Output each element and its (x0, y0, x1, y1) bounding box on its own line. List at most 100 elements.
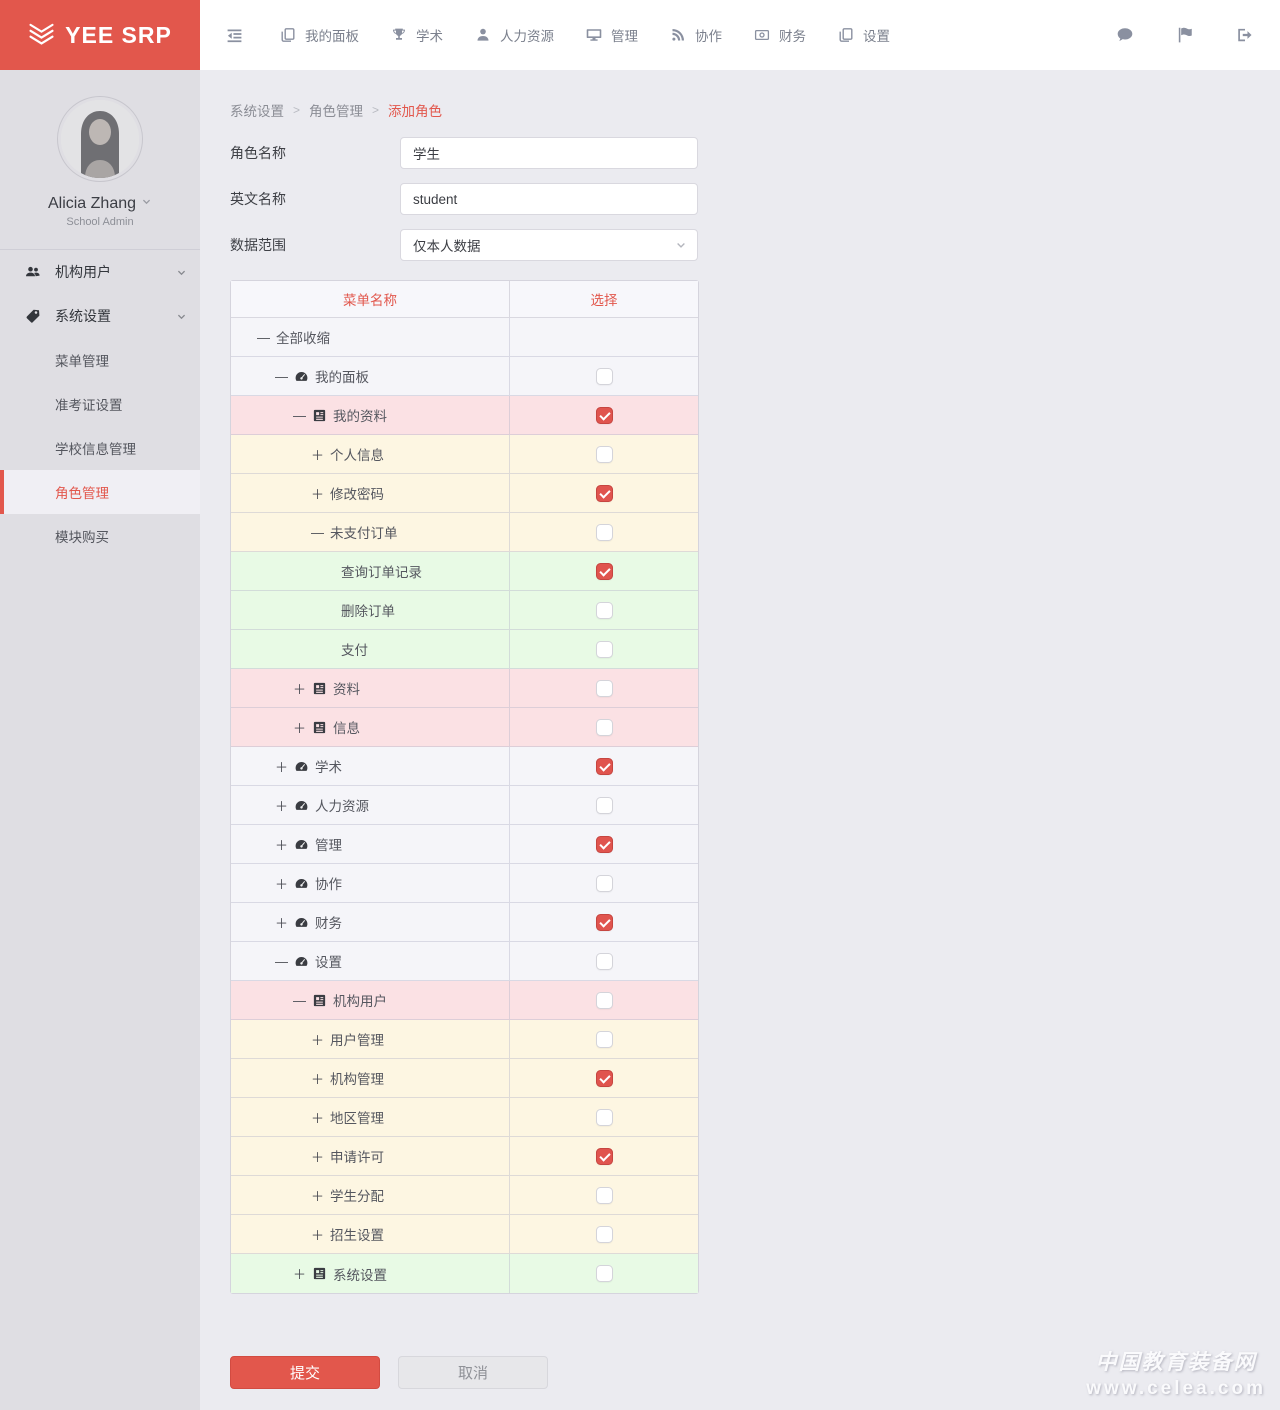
breadcrumb-item[interactable]: 系统设置 (230, 104, 284, 119)
sidebar-item-label: 模块购买 (55, 530, 109, 545)
nav-item-hr[interactable]: 人力资源 (475, 25, 554, 45)
menu-tree-node[interactable]: ＋ 财务 (231, 903, 510, 941)
tree-toggle-glyph: ＋ (275, 798, 289, 814)
nav-item-settings[interactable]: 设置 (838, 25, 890, 45)
tree-toggle-glyph: — (275, 953, 288, 969)
menu-tree-node[interactable]: ＋ 信息 (231, 708, 510, 746)
sidebar-menu: 机构用户 系统设置 菜单管理 准考证设置 学校信息管理 角色管理模块购买 (0, 250, 200, 558)
menu-tree-node[interactable]: ＋ 学生分配 (231, 1176, 510, 1214)
menu-node-label: 学术 (315, 760, 343, 775)
menu-tree-node[interactable]: — 全部收缩 (231, 318, 510, 356)
row-checkbox[interactable] (595, 1030, 613, 1048)
nav-item-dashboard[interactable]: 我的面板 (280, 25, 359, 45)
menu-tree-node[interactable]: — 我的资料 (231, 396, 510, 434)
row-checkbox[interactable] (595, 640, 613, 658)
sidebar-item-module-purchase[interactable]: 模块购买 (0, 514, 200, 558)
flag-icon[interactable] (1176, 26, 1194, 44)
menu-tree-node[interactable]: ＋ 学术 (231, 747, 510, 785)
menu-tree-node[interactable]: ＋ 系统设置 (231, 1254, 510, 1293)
nav-item-management[interactable]: 管理 (586, 25, 638, 45)
table-row: ＋ 机构管理 (231, 1059, 698, 1098)
menu-tree-node[interactable]: — 机构用户 (231, 981, 510, 1019)
app-logo[interactable]: YEE SRP (0, 0, 200, 70)
cancel-button[interactable]: 取消 (398, 1356, 548, 1389)
menu-tree-node[interactable]: ＋ 资料 (231, 669, 510, 707)
menu-tree-node[interactable]: — 未支付订单 (231, 513, 510, 551)
select-cell (510, 708, 698, 746)
menu-tree-node[interactable]: ＋ 管理 (231, 825, 510, 863)
sidebar-item-role-management[interactable]: 角色管理 (0, 470, 200, 514)
row-checkbox[interactable] (595, 1225, 613, 1243)
select-cell (510, 318, 698, 356)
role-name-input[interactable] (400, 137, 698, 169)
menu-tree-node[interactable]: ＋ 人力资源 (231, 786, 510, 824)
menu-node-label: 机构管理 (330, 1072, 385, 1087)
menu-tree-node[interactable]: 查询订单记录 (231, 552, 510, 590)
table-row: 查询订单记录 (231, 552, 698, 591)
submit-button[interactable]: 提交 (230, 1356, 380, 1389)
table-row: — 未支付订单 (231, 513, 698, 552)
data-scope-select[interactable]: 仅本人数据 (400, 229, 698, 261)
table-body: — 全部收缩 — 我的面板 — 我的资料 ＋ 个人信息 ＋ 修改密码 — 未支付订单查询订单记录删除订… (231, 318, 698, 1293)
sidebar-item-system-settings[interactable]: 系统设置 (0, 294, 200, 338)
menu-tree-node[interactable]: 删除订单 (231, 591, 510, 629)
row-checkbox[interactable] (595, 523, 613, 541)
row-checkbox[interactable] (595, 991, 613, 1009)
user-icon (475, 27, 491, 43)
sidebar: Alicia Zhang School Admin 机构用户 系统设置 菜单管理 准考… (0, 70, 200, 1410)
menu-tree-node[interactable]: ＋ 修改密码 (231, 474, 510, 512)
row-checkbox[interactable] (595, 1186, 613, 1204)
nav-item-finance[interactable]: 财务 (754, 25, 806, 45)
nav-item-academics[interactable]: 学术 (391, 25, 443, 45)
row-checkbox[interactable] (595, 1265, 613, 1282)
menu-tree-node[interactable]: — 我的面板 (231, 357, 510, 395)
menu-tree-node[interactable]: ＋ 申请许可 (231, 1137, 510, 1175)
sidebar-collapse-button[interactable] (220, 21, 248, 49)
trophy-icon (391, 27, 407, 43)
row-checkbox[interactable] (595, 367, 613, 385)
row-checkbox[interactable] (595, 679, 613, 697)
chat-icon[interactable] (1116, 26, 1134, 44)
avatar[interactable] (57, 96, 143, 182)
row-checkbox[interactable] (595, 601, 613, 619)
row-checkbox[interactable] (595, 835, 613, 853)
select-cell (510, 357, 698, 395)
row-checkbox[interactable] (595, 718, 613, 736)
tree-toggle-glyph: ＋ (311, 1149, 325, 1165)
row-checkbox[interactable] (595, 952, 613, 970)
row-checkbox[interactable] (595, 796, 613, 814)
row-checkbox[interactable] (595, 1069, 613, 1087)
sidebar-item-menu-management[interactable]: 菜单管理 (0, 338, 200, 382)
table-row: ＋ 学生分配 (231, 1176, 698, 1215)
sign-out-icon[interactable] (1236, 26, 1254, 44)
menu-tree-node[interactable]: ＋ 地区管理 (231, 1098, 510, 1136)
menu-tree-node[interactable]: ＋ 招生设置 (231, 1215, 510, 1253)
menu-tree-node[interactable]: ＋ 用户管理 (231, 1020, 510, 1058)
outdent-icon (226, 27, 243, 44)
tree-toggle-glyph: ＋ (275, 837, 289, 853)
row-checkbox[interactable] (595, 1147, 613, 1165)
nav-item-collaboration[interactable]: 协作 (670, 25, 722, 45)
row-checkbox[interactable] (595, 445, 613, 463)
row-checkbox[interactable] (595, 484, 613, 502)
english-name-input[interactable] (400, 183, 698, 215)
menu-node-label: 查询订单记录 (341, 565, 422, 580)
menu-tree-node[interactable]: ＋ 协作 (231, 864, 510, 902)
row-checkbox[interactable] (595, 1108, 613, 1126)
sidebar-item-org-users[interactable]: 机构用户 (0, 250, 200, 294)
sidebar-item-admission-ticket-settings[interactable]: 准考证设置 (0, 382, 200, 426)
row-checkbox[interactable] (595, 406, 613, 424)
menu-tree-node[interactable]: 支付 (231, 630, 510, 668)
data-scope-label: 数据范围 (230, 237, 286, 253)
breadcrumb-item[interactable]: 角色管理 (309, 104, 364, 119)
row-checkbox[interactable] (595, 874, 613, 892)
menu-tree-node[interactable]: ＋ 个人信息 (231, 435, 510, 473)
menu-tree-node[interactable]: ＋ 机构管理 (231, 1059, 510, 1097)
sidebar-item-school-info-management[interactable]: 学校信息管理 (0, 426, 200, 470)
select-cell (510, 903, 698, 941)
menu-tree-node[interactable]: — 设置 (231, 942, 510, 980)
row-checkbox[interactable] (595, 757, 613, 775)
row-checkbox[interactable] (595, 562, 613, 580)
row-checkbox[interactable] (595, 913, 613, 931)
user-name[interactable]: Alicia Zhang (0, 195, 200, 213)
